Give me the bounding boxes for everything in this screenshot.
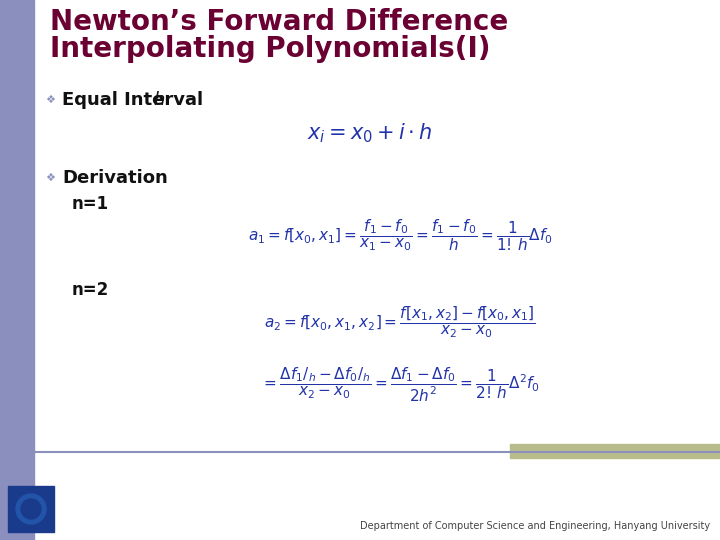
Bar (0, 0, 34, 540)
Text: $= \dfrac{\Delta f_1/_h - \Delta f_0/_h}{x_2 - x_0} = \dfrac{\Delta f_1 - \Delta: $= \dfrac{\Delta f_1/_h - \Delta f_0/_h}… (261, 366, 539, 404)
Text: $a_1 = f[x_0, x_1] = \dfrac{f_1 - f_0}{x_1 - x_0} = \dfrac{f_1 - f_0}{h} = \dfra: $a_1 = f[x_0, x_1] = \dfrac{f_1 - f_0}{x… (248, 217, 552, 253)
Text: ❖: ❖ (45, 95, 55, 105)
Circle shape (13, 491, 49, 527)
Text: Equal Interval: Equal Interval (62, 91, 210, 109)
Text: Interpolating Polynomials(I): Interpolating Polynomials(I) (50, 35, 490, 63)
Text: n=1: n=1 (72, 195, 109, 213)
Circle shape (21, 499, 41, 519)
Text: ❖: ❖ (45, 173, 55, 183)
Text: n=2: n=2 (72, 281, 109, 299)
Text: Derivation: Derivation (62, 169, 168, 187)
Bar (8, 486, 54, 532)
Circle shape (16, 494, 46, 524)
Text: $a_2 = f[x_0, x_1, x_2] = \dfrac{f[x_1, x_2] - f[x_0, x_1]}{x_2 - x_0}$: $a_2 = f[x_0, x_1, x_2] = \dfrac{f[x_1, … (264, 304, 536, 340)
Text: $x_i = x_0 + i \cdot h$: $x_i = x_0 + i \cdot h$ (307, 121, 433, 145)
Text: Newton’s Forward Difference: Newton’s Forward Difference (50, 8, 508, 36)
Bar (510, 444, 720, 458)
Text: $h$: $h$ (153, 91, 165, 109)
Text: Department of Computer Science and Engineering, Hanyang University: Department of Computer Science and Engin… (360, 521, 710, 531)
